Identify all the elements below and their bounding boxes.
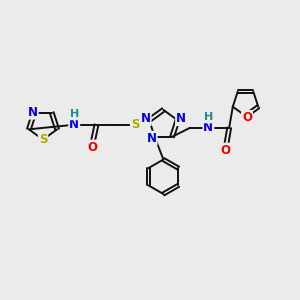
Text: N: N — [69, 118, 79, 131]
Text: N: N — [203, 121, 213, 134]
Text: O: O — [242, 111, 252, 124]
Text: H: H — [70, 109, 80, 119]
Text: N: N — [141, 112, 151, 125]
Text: S: S — [39, 133, 47, 146]
Text: N: N — [28, 106, 38, 118]
Text: N: N — [176, 112, 186, 125]
Text: O: O — [220, 144, 231, 157]
Text: S: S — [131, 118, 140, 131]
Text: O: O — [87, 140, 97, 154]
Text: N: N — [147, 132, 157, 145]
Text: H: H — [204, 112, 214, 122]
